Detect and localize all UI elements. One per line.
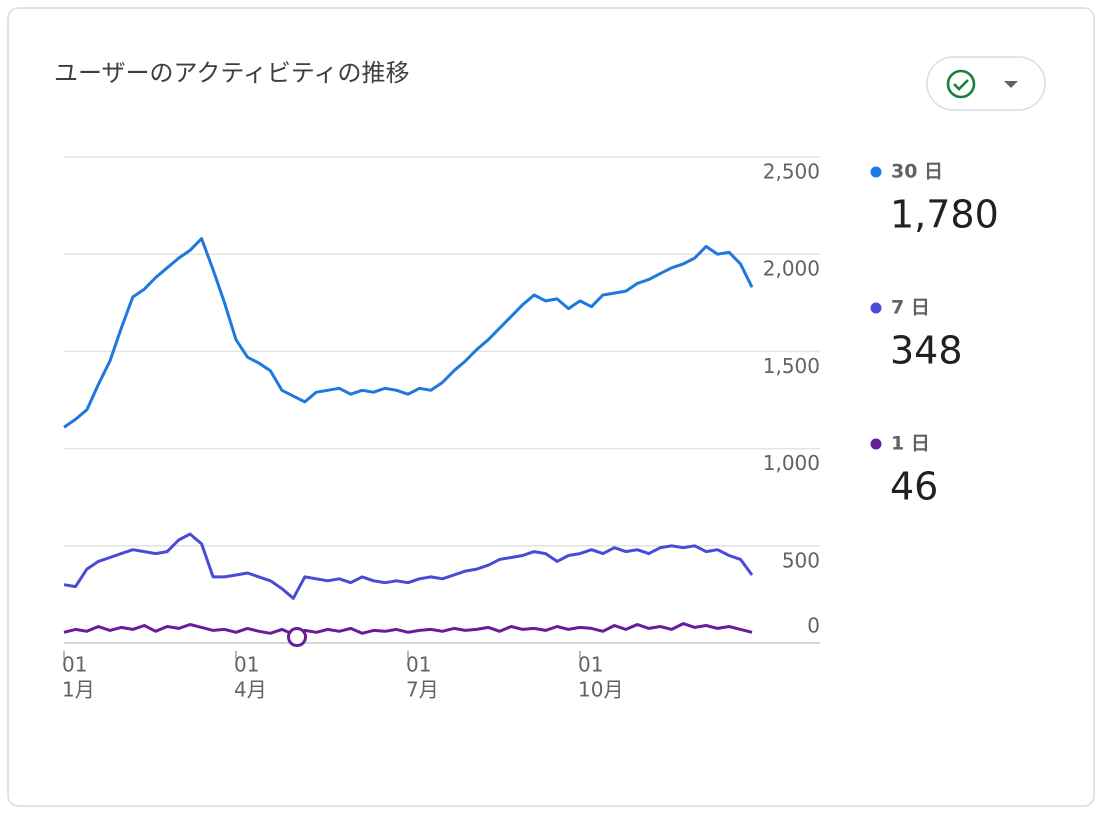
x-tick-month: 1月	[62, 678, 95, 702]
x-tick-label: 01	[62, 653, 87, 677]
y-tick-label: 1,000	[763, 451, 820, 475]
x-tick-month: 7月	[406, 678, 439, 702]
legend-value: 1,780	[890, 193, 999, 237]
legend-value: 348	[890, 329, 963, 373]
compare-button[interactable]	[926, 56, 1046, 111]
legend-label: 30 日	[891, 161, 943, 183]
card-border	[7, 7, 1095, 807]
legend-dot	[870, 166, 882, 178]
card-title: ユーザーのアクティビティの推移	[54, 59, 409, 87]
legend-dot	[870, 302, 882, 314]
legend-value: 46	[890, 465, 938, 509]
legend-label: 1 日	[891, 433, 930, 455]
check-mark	[953, 79, 969, 91]
x-tick-label: 01	[578, 653, 603, 677]
y-tick-label: 500	[782, 548, 820, 572]
x-tick-month: 10月	[578, 678, 623, 702]
series-line	[63, 237, 754, 429]
y-tick-label: 2,500	[763, 160, 820, 184]
x-tick-month: 4月	[234, 678, 267, 702]
check-icon	[946, 69, 976, 99]
series-line	[63, 622, 753, 636]
y-tick-label: 1,500	[763, 354, 820, 378]
annotation-marker[interactable]	[287, 627, 307, 647]
x-tick-label: 01	[406, 653, 431, 677]
legend-dot	[870, 438, 882, 450]
legend-label: 7 日	[891, 297, 930, 319]
x-tick-label: 01	[234, 653, 259, 677]
button-outline[interactable]	[926, 56, 1046, 111]
series-line	[63, 532, 754, 600]
y-tick-label: 0	[807, 614, 820, 638]
dropdown-arrow	[1004, 81, 1018, 88]
y-tick-label: 2,000	[763, 257, 820, 281]
